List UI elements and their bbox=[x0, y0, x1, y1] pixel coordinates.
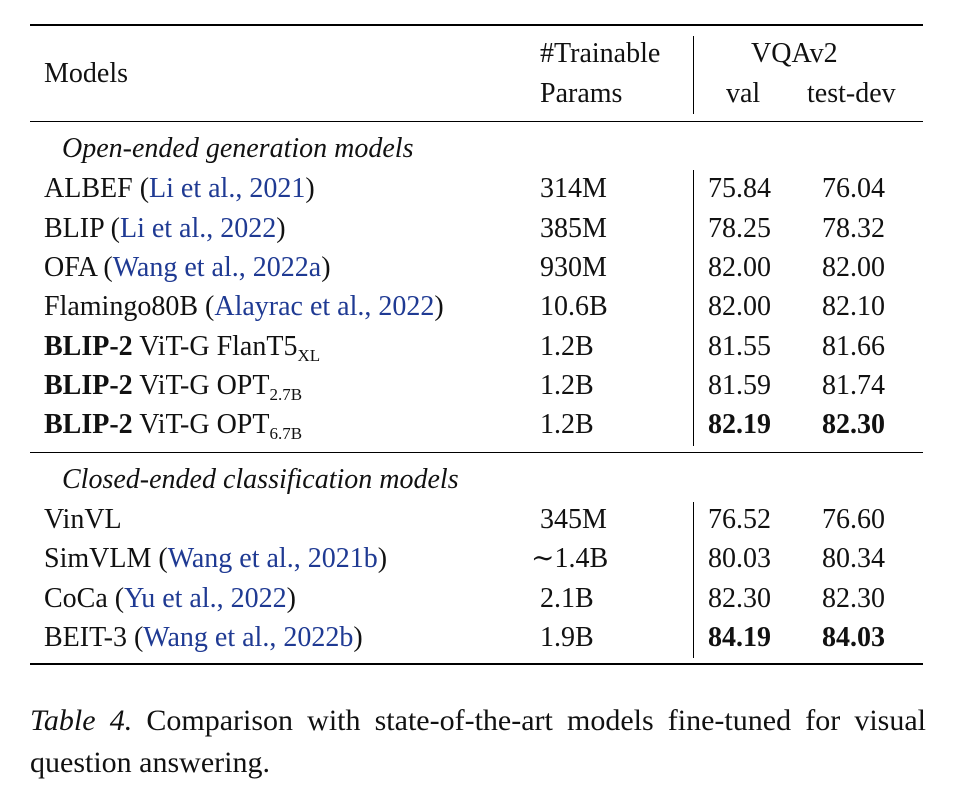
table-row-model: CoCa (Yu et al., 2022) bbox=[44, 583, 296, 614]
table-row-params: 10.6B bbox=[540, 291, 608, 322]
header-params-line1: #Trainable bbox=[540, 38, 661, 69]
table-row-val: 80.03 bbox=[708, 543, 771, 574]
table-row-val: 84.19 bbox=[708, 622, 771, 653]
table-row-testdev: 78.32 bbox=[822, 213, 885, 244]
table-row-params: 1.2B bbox=[540, 370, 594, 401]
table-row-testdev: 82.30 bbox=[822, 409, 885, 440]
header-separator bbox=[693, 36, 694, 114]
table-row-testdev: 76.04 bbox=[822, 173, 885, 204]
table-row-testdev: 82.00 bbox=[822, 252, 885, 283]
table-row-val: 82.00 bbox=[708, 291, 771, 322]
table-caption: Table 4. Comparison with state-of-the-ar… bbox=[30, 700, 926, 784]
table-row-params: 1.2B bbox=[540, 331, 594, 362]
header-vqav2: VQAv2 bbox=[751, 38, 838, 69]
citation-link[interactable]: Alayrac et al., 2022 bbox=[214, 291, 435, 322]
table-row-model: BLIP-2 ViT-G OPT2.7B bbox=[44, 370, 303, 404]
section-title-open-ended: Open-ended generation models bbox=[62, 133, 414, 164]
table-row-params: 314M bbox=[540, 173, 607, 204]
table-row-model: BLIP-2 ViT-G FlanT5XL bbox=[44, 331, 321, 365]
section-rule bbox=[30, 452, 923, 453]
section2-separator bbox=[693, 502, 694, 658]
table-row-model: Flamingo80B (Alayrac et al., 2022) bbox=[44, 291, 444, 322]
top-rule bbox=[30, 24, 923, 26]
table-row-params: ∼1.4B bbox=[531, 543, 609, 574]
table-row-model: BLIP-2 ViT-G OPT6.7B bbox=[44, 409, 303, 443]
section-title-closed-ended: Closed-ended classification models bbox=[62, 464, 459, 495]
table-row-params: 930M bbox=[540, 252, 607, 283]
citation-link[interactable]: Li et al., 2021 bbox=[149, 173, 306, 204]
caption-label: Table 4. bbox=[30, 704, 133, 737]
table-row-model: OFA (Wang et al., 2022a) bbox=[44, 252, 331, 283]
header-val: val bbox=[726, 78, 761, 109]
table-row-model: ALBEF (Li et al., 2021) bbox=[44, 173, 315, 204]
table-row-model: BLIP (Li et al., 2022) bbox=[44, 213, 286, 244]
citation-link[interactable]: Yu et al., 2022 bbox=[124, 583, 287, 614]
header-models: Models bbox=[44, 58, 128, 89]
table-row-val: 78.25 bbox=[708, 213, 771, 244]
header-testdev: test-dev bbox=[807, 78, 896, 109]
table-row-val: 81.55 bbox=[708, 331, 771, 362]
table-row-val: 81.59 bbox=[708, 370, 771, 401]
table-row-testdev: 81.74 bbox=[822, 370, 885, 401]
table-row-params: 1.2B bbox=[540, 409, 594, 440]
table-row-testdev: 82.10 bbox=[822, 291, 885, 322]
section1-separator bbox=[693, 170, 694, 446]
table-row-val: 76.52 bbox=[708, 504, 771, 535]
table-row-testdev: 76.60 bbox=[822, 504, 885, 535]
citation-link[interactable]: Wang et al., 2022a bbox=[112, 252, 322, 283]
table-row-params: 385M bbox=[540, 213, 607, 244]
table-row-params: 2.1B bbox=[540, 583, 594, 614]
table-row-params: 345M bbox=[540, 504, 607, 535]
table-row-model: VinVL bbox=[44, 504, 122, 535]
header-rule bbox=[30, 121, 923, 122]
caption-text: Comparison with state-of-the-art models … bbox=[30, 704, 926, 779]
table-row-val: 82.30 bbox=[708, 583, 771, 614]
table-row-testdev: 80.34 bbox=[822, 543, 885, 574]
table-row-val: 82.00 bbox=[708, 252, 771, 283]
table-row-model: BEIT-3 (Wang et al., 2022b) bbox=[44, 622, 363, 653]
citation-link[interactable]: Wang et al., 2022b bbox=[143, 622, 354, 653]
table-row-model: SimVLM (Wang et al., 2021b) bbox=[44, 543, 388, 574]
header-params-line2: Params bbox=[540, 78, 623, 109]
table-row-testdev: 84.03 bbox=[822, 622, 885, 653]
table-row-testdev: 82.30 bbox=[822, 583, 885, 614]
table-row-val: 82.19 bbox=[708, 409, 771, 440]
table-row-val: 75.84 bbox=[708, 173, 771, 204]
citation-link[interactable]: Li et al., 2022 bbox=[119, 213, 277, 244]
citation-link[interactable]: Wang et al., 2021b bbox=[167, 543, 378, 574]
table-row-params: 1.9B bbox=[540, 622, 594, 653]
bottom-rule bbox=[30, 663, 923, 665]
table-row-testdev: 81.66 bbox=[822, 331, 885, 362]
